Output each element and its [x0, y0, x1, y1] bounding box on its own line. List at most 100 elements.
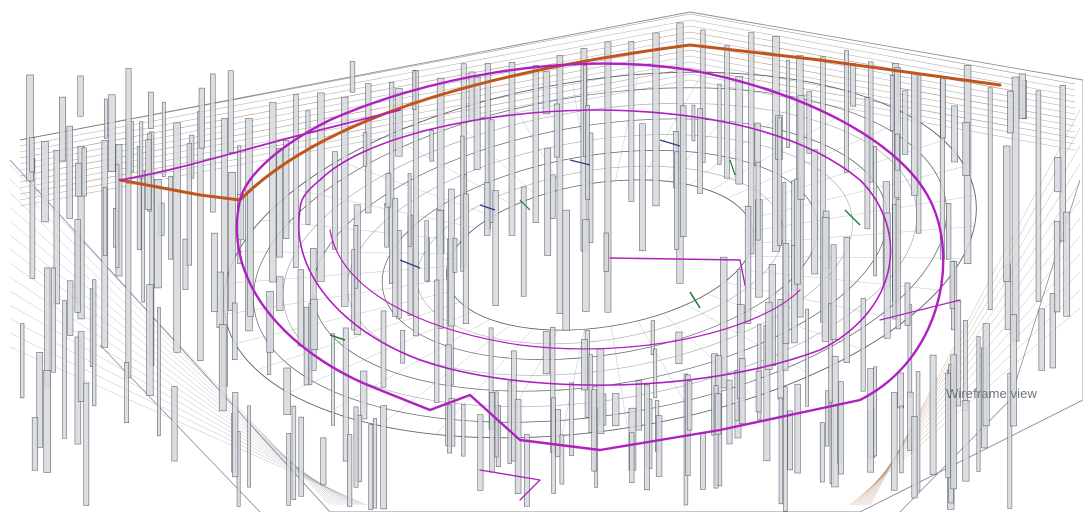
structural-column [360, 370, 368, 420]
structural-column [392, 198, 399, 317]
structural-column [655, 415, 663, 477]
structural-column [298, 416, 305, 497]
structural-column [53, 149, 60, 305]
structural-column [1009, 314, 1017, 427]
structural-column [976, 336, 981, 472]
structural-column [867, 368, 874, 473]
structural-column [744, 206, 752, 324]
structural-column [635, 380, 642, 431]
floor-slab-edge [19, 25, 1076, 153]
structural-columns [19, 22, 1071, 512]
structural-column [1063, 211, 1071, 317]
aisle-line [261, 219, 462, 241]
structural-column [461, 403, 466, 457]
structural-column [777, 117, 782, 246]
structural-column [911, 416, 918, 499]
structural-column [395, 88, 403, 157]
structural-column [434, 279, 440, 403]
pipe-segment [729, 159, 736, 176]
structural-column [559, 434, 565, 485]
structural-column [787, 410, 793, 471]
structural-column [582, 219, 590, 312]
structural-column [739, 358, 746, 425]
structural-column [173, 122, 181, 353]
structural-column [1054, 156, 1062, 193]
structural-column [904, 282, 911, 326]
structural-column [987, 87, 993, 310]
inner-duct-ring [297, 109, 892, 386]
floor-slab-edge [9, 206, 339, 506]
structural-column [276, 148, 284, 258]
floor-slab-edge [19, 73, 1076, 201]
floor-slab-edge [860, 199, 1081, 506]
structural-column [136, 145, 142, 250]
structural-column [1003, 145, 1011, 282]
pipe-segment [519, 199, 531, 211]
structural-column [83, 382, 90, 506]
structural-column [171, 386, 178, 462]
structural-column [949, 260, 956, 309]
outer-boundary-line [9, 11, 1083, 512]
structural-column [218, 324, 227, 412]
view-caption: Wireframe view [946, 386, 1037, 401]
structural-column [951, 105, 959, 163]
structural-column [424, 220, 429, 282]
structural-column [890, 392, 898, 491]
structural-column [828, 302, 833, 404]
structural-column [452, 237, 458, 273]
structural-column [320, 437, 327, 486]
structural-column [412, 70, 419, 337]
structural-column [962, 121, 970, 176]
structural-column [581, 339, 588, 391]
inner-duct-run [329, 229, 801, 350]
structural-column [372, 418, 378, 509]
structural-column [778, 397, 783, 505]
structural-column [436, 209, 444, 329]
structural-column [629, 432, 635, 483]
cable-tray-segment [399, 259, 421, 269]
structural-column [569, 382, 575, 456]
structural-column [283, 367, 291, 416]
structural-column [644, 384, 650, 491]
floor-slab-edge [19, 19, 1076, 147]
structural-column [873, 145, 877, 277]
structural-column [724, 45, 730, 179]
floor-slab-edge [9, 220, 342, 506]
structural-column [43, 370, 51, 473]
structural-column [1007, 90, 1014, 134]
structural-column [720, 256, 728, 389]
structural-column [59, 96, 67, 162]
structural-column [62, 300, 67, 439]
structural-column [562, 209, 570, 331]
structural-column [864, 97, 871, 230]
structural-column [889, 75, 895, 132]
structural-column [342, 327, 349, 462]
structural-column [305, 110, 311, 225]
structural-column [380, 310, 387, 388]
structural-column [550, 174, 556, 219]
structural-column [26, 74, 34, 182]
structural-column [197, 111, 204, 362]
structural-column [146, 284, 154, 396]
structural-column [680, 105, 687, 238]
structural-column [520, 186, 527, 297]
aisle-line [615, 74, 639, 181]
structural-column [349, 61, 356, 93]
structural-column [407, 173, 412, 247]
structural-column [477, 414, 484, 491]
structural-column [291, 405, 297, 500]
structural-column [805, 308, 809, 407]
structural-column [429, 130, 435, 162]
aisle-line [724, 281, 906, 321]
structural-column [962, 399, 970, 482]
structural-column [283, 139, 290, 239]
structural-column [473, 76, 481, 170]
structural-column [713, 385, 719, 489]
structural-column [209, 73, 216, 213]
structural-column [492, 190, 499, 307]
structural-column [726, 379, 733, 445]
structural-column [362, 132, 368, 167]
structural-column [77, 75, 84, 117]
